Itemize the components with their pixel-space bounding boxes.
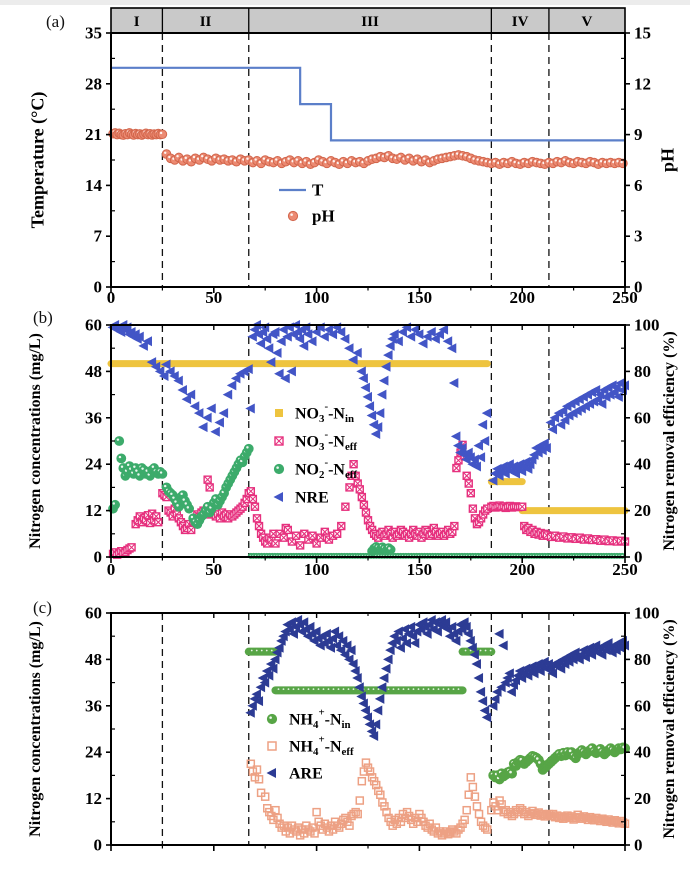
- svg-text:NH4​+​-Neff​: NH4​+​-Neff​: [289, 734, 354, 759]
- svg-text:0: 0: [107, 560, 116, 579]
- legend-panel-c: NH4​+​-Nin​NH4​+​-Neff​ ARE: [266, 707, 354, 783]
- svg-text:36: 36: [85, 696, 102, 715]
- svg-text:0: 0: [634, 836, 643, 855]
- series-T: [111, 66, 625, 142]
- svg-text:0: 0: [634, 278, 643, 297]
- svg-text:7: 7: [94, 227, 103, 246]
- window-top-edge: [0, 0, 690, 5]
- svg-text:0: 0: [94, 836, 103, 855]
- svg-text:0: 0: [94, 548, 103, 567]
- phase-band: I II III IV V: [110, 7, 626, 34]
- panel-a: I II III IV V0 50 100 150 200 2500714212835036912…: [85, 7, 651, 308]
- svg-text:100: 100: [634, 316, 660, 335]
- svg-text:60: 60: [634, 696, 651, 715]
- svg-text:I: I: [134, 14, 140, 30]
- svg-text:NO2​-​-Neff​: NO2​-​-Neff​: [295, 457, 357, 482]
- svg-text:14: 14: [85, 176, 103, 195]
- svg-text:III: III: [361, 14, 379, 30]
- svg-text:28: 28: [85, 74, 102, 93]
- svg-text:100: 100: [304, 560, 330, 579]
- svg-text:150: 150: [407, 288, 433, 307]
- svg-text:60: 60: [634, 408, 651, 427]
- svg-text:20: 20: [634, 789, 651, 808]
- svg-text:20: 20: [634, 501, 651, 520]
- svg-text:NRE: NRE: [295, 490, 329, 507]
- svg-text:24: 24: [85, 455, 103, 474]
- svg-text:0: 0: [107, 288, 116, 307]
- svg-text:60: 60: [85, 316, 102, 335]
- svg-text:V: V: [582, 14, 593, 30]
- axis-title-nre-c: Nitrogen removal efficiency (%): [661, 619, 678, 839]
- legend-panel-a: TpH: [279, 181, 335, 226]
- svg-text:6: 6: [634, 176, 643, 195]
- svg-text:36: 36: [85, 408, 102, 427]
- svg-text:48: 48: [85, 362, 102, 381]
- series-pH: [108, 128, 628, 170]
- svg-text:9: 9: [634, 125, 643, 144]
- axis-title-nre-b: Nitrogen removal efficiency (%): [661, 331, 678, 551]
- axis-title-nitrogen-conc-c: Nitrogen concentrations (mg/L): [27, 621, 44, 837]
- svg-text:NO3​-​-Neff​: NO3​-​-Neff​: [295, 429, 357, 454]
- series-NH4-N_eff: [246, 758, 630, 840]
- svg-text:15: 15: [634, 24, 651, 43]
- axis-title-nitrogen-conc-b: Nitrogen concentrations (mg/L): [27, 333, 44, 549]
- svg-text:80: 80: [634, 362, 651, 381]
- svg-text:NH4​+​-Nin​: NH4​+​-Nin​: [289, 707, 351, 732]
- svg-text:50: 50: [205, 560, 222, 579]
- svg-text:200: 200: [509, 288, 535, 307]
- svg-text:pH: pH: [312, 207, 335, 226]
- axis-title-ph: pH: [657, 147, 678, 173]
- series-ARE: [245, 614, 629, 741]
- panel-c-axes: 0 12 24 36 48 60 0 20 40 60 80 100: [85, 604, 660, 855]
- series-NO2-N_eff: [108, 436, 396, 557]
- svg-text:100: 100: [634, 604, 660, 623]
- svg-text:80: 80: [634, 650, 651, 669]
- svg-text:250: 250: [612, 560, 638, 579]
- series-NRE: [107, 320, 629, 486]
- legend-panel-b: NO3​-​-Nin​ NO3​-​-Neff​ NO2​-​-Neff​ NRE: [273, 401, 357, 507]
- panel-c: 0 12 24 36 48 60 0 20 40 60 80 100: [85, 604, 660, 855]
- svg-text:IV: IV: [512, 14, 529, 30]
- svg-text:12: 12: [85, 789, 102, 808]
- svg-text:40: 40: [634, 455, 651, 474]
- svg-text:12: 12: [634, 74, 651, 93]
- svg-text:12: 12: [85, 501, 102, 520]
- svg-text:250: 250: [612, 288, 638, 307]
- svg-text:200: 200: [509, 560, 535, 579]
- panel-b-tag: (b): [33, 308, 53, 327]
- series-NH4-N_in: [488, 742, 631, 785]
- axis-title-temperature: Temperature (°C): [27, 91, 48, 229]
- svg-text:0: 0: [94, 278, 103, 297]
- svg-text:3: 3: [634, 227, 643, 246]
- svg-text:50: 50: [205, 288, 222, 307]
- svg-text:40: 40: [634, 743, 651, 762]
- svg-text:60: 60: [85, 604, 102, 623]
- svg-text:T: T: [312, 181, 324, 200]
- svg-text:150: 150: [407, 560, 433, 579]
- panel-a-tag: (a): [46, 12, 65, 31]
- svg-text:ARE: ARE: [289, 766, 323, 783]
- svg-text:24: 24: [85, 743, 103, 762]
- svg-text:NO3​-​-Nin​: NO3​-​-Nin​: [295, 401, 354, 426]
- svg-text:0: 0: [634, 548, 643, 567]
- series-NH4-N_in_bars: [244, 647, 496, 695]
- svg-text:100: 100: [304, 288, 330, 307]
- panel-c-tag: (c): [33, 598, 52, 617]
- svg-text:35: 35: [85, 24, 102, 43]
- svg-text:21: 21: [85, 125, 102, 144]
- svg-text:II: II: [200, 14, 212, 30]
- svg-text:48: 48: [85, 650, 102, 669]
